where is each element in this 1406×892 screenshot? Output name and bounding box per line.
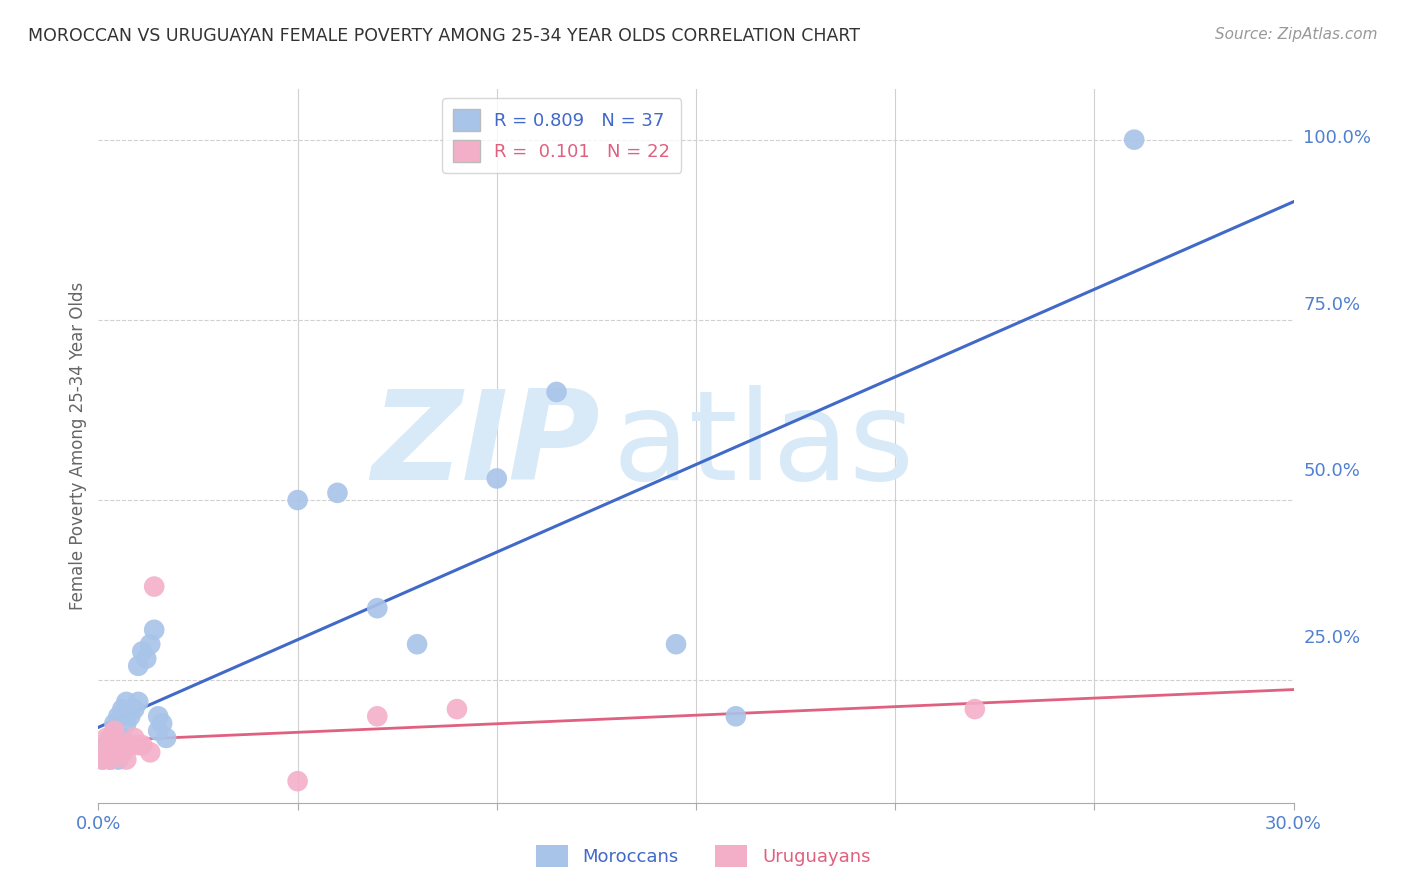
Point: [115, 695, 138, 709]
Point: [131, 738, 153, 752]
Point: [107, 738, 129, 752]
Point: [111, 745, 134, 759]
Point: [100, 738, 122, 752]
Point: [103, 731, 125, 745]
Point: [155, 731, 177, 745]
Point: [115, 738, 138, 752]
Point: [100, 731, 122, 745]
Point: [115, 753, 138, 767]
Point: [96, 745, 118, 759]
Point: [1123, 133, 1146, 147]
Point: [111, 731, 134, 745]
Point: [287, 493, 309, 508]
Point: [326, 486, 349, 500]
Point: [100, 738, 122, 752]
Text: MOROCCAN VS URUGUAYAN FEMALE POVERTY AMONG 25-34 YEAR OLDS CORRELATION CHART: MOROCCAN VS URUGUAYAN FEMALE POVERTY AMO…: [28, 27, 860, 45]
Point: [96, 745, 118, 759]
Point: [143, 580, 166, 594]
Point: [963, 702, 986, 716]
Y-axis label: Female Poverty Among 25-34 Year Olds: Female Poverty Among 25-34 Year Olds: [69, 282, 87, 610]
Point: [115, 716, 138, 731]
Point: [127, 695, 149, 709]
Point: [96, 731, 118, 745]
Point: [103, 731, 125, 745]
Point: [103, 716, 125, 731]
Point: [111, 702, 134, 716]
Point: [96, 738, 118, 752]
Point: [139, 745, 162, 759]
Point: [148, 709, 170, 723]
Point: [546, 384, 568, 399]
Legend: R = 0.809   N = 37, R =  0.101   N = 22: R = 0.809 N = 37, R = 0.101 N = 22: [441, 98, 682, 173]
Point: [366, 601, 388, 615]
Text: Source: ZipAtlas.com: Source: ZipAtlas.com: [1215, 27, 1378, 42]
Point: [107, 745, 129, 759]
Point: [107, 709, 129, 723]
Point: [124, 702, 146, 716]
Point: [724, 709, 747, 723]
Point: [139, 637, 162, 651]
Point: [103, 723, 125, 738]
Text: atlas: atlas: [613, 385, 914, 507]
Point: [91, 753, 114, 767]
Point: [103, 745, 125, 759]
Point: [100, 753, 122, 767]
Point: [127, 738, 149, 752]
Point: [366, 709, 388, 723]
Point: [131, 644, 153, 658]
Point: [665, 637, 688, 651]
Point: [100, 753, 122, 767]
Legend: Moroccans, Uruguayans: Moroccans, Uruguayans: [529, 838, 877, 874]
Point: [135, 651, 157, 665]
Point: [120, 709, 142, 723]
Point: [127, 658, 149, 673]
Point: [485, 471, 508, 485]
Point: [287, 774, 309, 789]
Point: [107, 753, 129, 767]
Point: [91, 753, 114, 767]
Point: [446, 702, 468, 716]
Point: [406, 637, 429, 651]
Point: [124, 731, 146, 745]
Point: [150, 716, 173, 731]
Point: [111, 738, 134, 752]
Text: ZIP: ZIP: [371, 385, 600, 507]
Point: [143, 623, 166, 637]
Point: [120, 738, 142, 752]
Point: [148, 723, 170, 738]
